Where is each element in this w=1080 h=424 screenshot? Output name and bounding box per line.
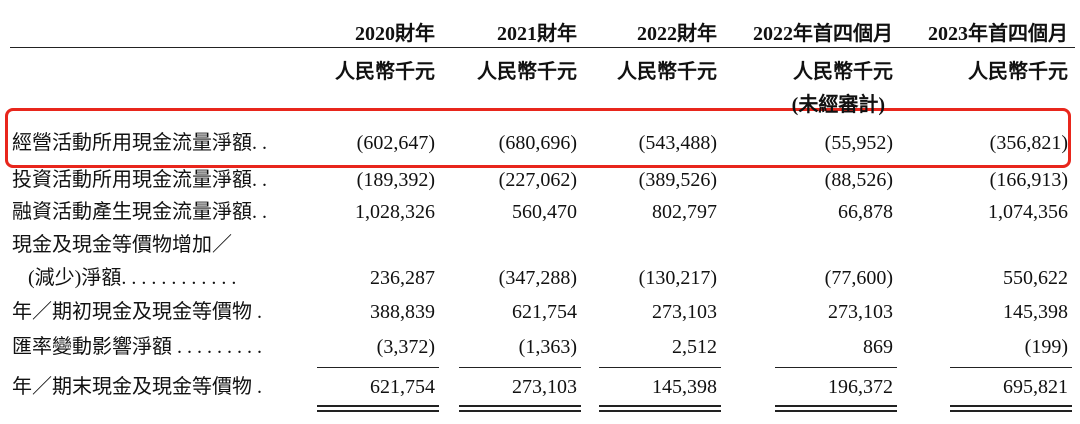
column-note: (未經審計) bbox=[791, 94, 885, 116]
row-label: 年／期末現金及現金等價物 . bbox=[12, 376, 262, 398]
total-rule bbox=[775, 410, 897, 412]
row-label: 年／期初現金及現金等價物 . bbox=[12, 301, 262, 323]
cell-value: 196,372 bbox=[828, 376, 893, 398]
column-unit: 人民幣千元 bbox=[617, 61, 717, 83]
row-label: 匯率變動影響淨額 . . . . . . . . . bbox=[12, 336, 262, 358]
column-period: 2021財年 bbox=[497, 23, 577, 45]
row-label: 投資活動所用現金流量淨額. . bbox=[12, 169, 267, 191]
cell-value: (130,217) bbox=[638, 267, 717, 289]
total-rule bbox=[459, 405, 581, 407]
cell-value: 1,074,356 bbox=[988, 201, 1068, 223]
column-unit: 人民幣千元 bbox=[477, 61, 577, 83]
cell-value: (227,062) bbox=[498, 169, 577, 191]
cell-value: 145,398 bbox=[652, 376, 717, 398]
total-rule bbox=[950, 410, 1072, 412]
total-rule bbox=[775, 405, 897, 407]
column-unit: 人民幣千元 bbox=[968, 61, 1068, 83]
cell-value: 621,754 bbox=[512, 301, 577, 323]
row-label: 融資活動產生現金流量淨額. . bbox=[12, 201, 267, 223]
column-period: 2022財年 bbox=[637, 23, 717, 45]
column-period: 2022年首四個月 bbox=[753, 23, 893, 45]
total-rule bbox=[459, 410, 581, 412]
cell-value: 2,512 bbox=[672, 336, 717, 358]
total-rule bbox=[599, 405, 721, 407]
cell-value: (680,696) bbox=[498, 132, 577, 154]
cell-value: 145,398 bbox=[1003, 301, 1068, 323]
cell-value: 560,470 bbox=[512, 201, 577, 223]
total-rule bbox=[317, 405, 439, 407]
cell-value: (543,488) bbox=[638, 132, 717, 154]
cell-value: 550,622 bbox=[1003, 267, 1068, 289]
cell-value: 621,754 bbox=[370, 376, 435, 398]
cell-value: 273,103 bbox=[652, 301, 717, 323]
cell-value: (602,647) bbox=[356, 132, 435, 154]
cell-value: 66,878 bbox=[838, 201, 893, 223]
row-label: 現金及現金等價物增加／ bbox=[12, 234, 232, 256]
cell-value: (356,821) bbox=[989, 132, 1068, 154]
highlight-box bbox=[5, 108, 1071, 168]
subtotal-rule bbox=[775, 367, 897, 368]
cell-value: 236,287 bbox=[370, 267, 435, 289]
cell-value: 273,103 bbox=[512, 376, 577, 398]
subtotal-rule bbox=[599, 367, 721, 368]
row-label: (減少)淨額. . . . . . . . . . . . bbox=[28, 267, 237, 289]
row-label: 經營活動所用現金流量淨額. . bbox=[12, 132, 267, 154]
header-rule bbox=[10, 47, 1075, 48]
column-unit: 人民幣千元 bbox=[793, 61, 893, 83]
cell-value: (55,952) bbox=[824, 132, 893, 154]
cell-value: (189,392) bbox=[356, 169, 435, 191]
subtotal-rule bbox=[950, 367, 1072, 368]
total-rule bbox=[950, 405, 1072, 407]
total-rule bbox=[599, 410, 721, 412]
cell-value: 869 bbox=[863, 336, 893, 358]
cell-value: (166,913) bbox=[989, 169, 1068, 191]
subtotal-rule bbox=[317, 367, 439, 368]
cell-value: (389,526) bbox=[638, 169, 717, 191]
cell-value: 1,028,326 bbox=[355, 201, 435, 223]
cell-value: (199) bbox=[1024, 336, 1068, 358]
column-period: 2020財年 bbox=[355, 23, 435, 45]
subtotal-rule bbox=[459, 367, 581, 368]
cell-value: 695,821 bbox=[1003, 376, 1068, 398]
cell-value: (3,372) bbox=[376, 336, 435, 358]
cell-value: 273,103 bbox=[828, 301, 893, 323]
cell-value: (77,600) bbox=[824, 267, 893, 289]
cell-value: (347,288) bbox=[498, 267, 577, 289]
column-unit: 人民幣千元 bbox=[335, 61, 435, 83]
cell-value: 802,797 bbox=[652, 201, 717, 223]
cell-value: (88,526) bbox=[824, 169, 893, 191]
total-rule bbox=[317, 410, 439, 412]
column-period: 2023年首四個月 bbox=[928, 23, 1068, 45]
cell-value: 388,839 bbox=[370, 301, 435, 323]
cell-value: (1,363) bbox=[518, 336, 577, 358]
